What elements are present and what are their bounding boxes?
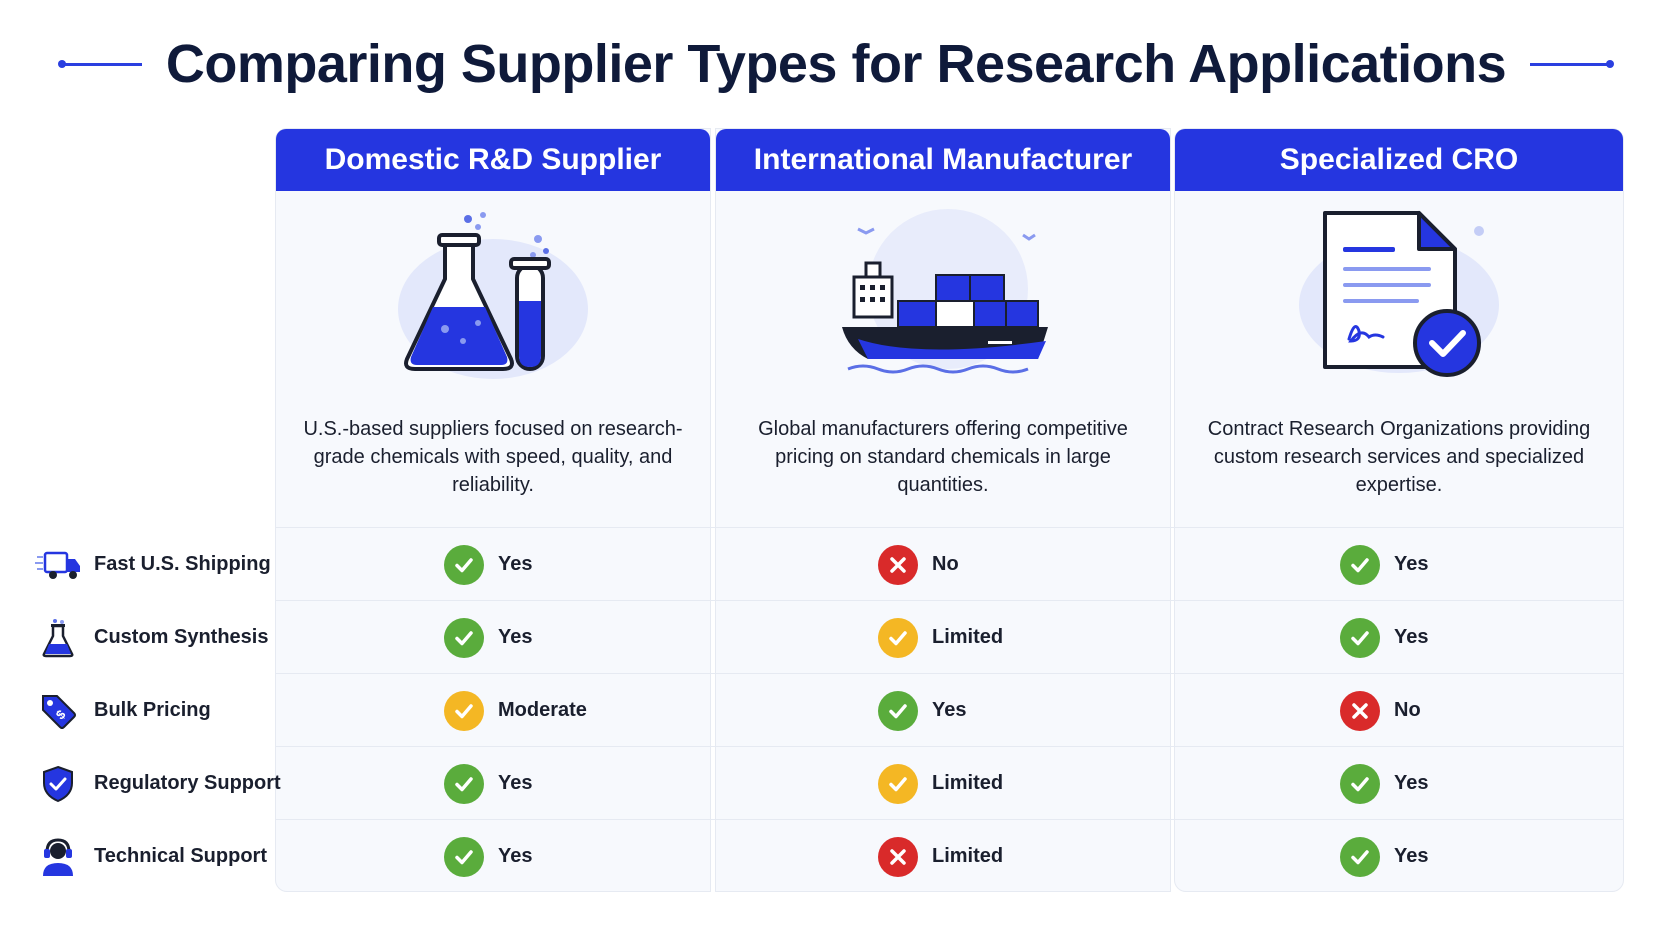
status-text: Yes: [1394, 772, 1429, 794]
feature-label: Fast U.S. Shipping: [94, 553, 271, 575]
row-divider: [275, 527, 1624, 528]
status-text: Yes: [932, 699, 967, 721]
status-cell: Yes: [444, 820, 532, 893]
signed-document-icon: [1299, 211, 1499, 377]
column-description: Global manufacturers offering competitiv…: [758, 418, 1128, 496]
status-badge: [444, 544, 484, 585]
status-text: Yes: [1394, 553, 1429, 575]
check-icon: [1351, 776, 1369, 791]
row-divider: [275, 600, 1624, 601]
shield-check-icon: [34, 764, 82, 804]
status-badge: [878, 544, 918, 585]
page-title: Comparing Supplier Types for Research Ap…: [165, 34, 1507, 94]
status-cell: Yes: [444, 528, 532, 601]
status-badge: [444, 763, 484, 804]
status-text: Yes: [498, 845, 533, 867]
check-icon: [455, 703, 473, 718]
status-badge: [1340, 836, 1380, 877]
status-cell: Moderate: [444, 674, 587, 747]
feature-label: Bulk Pricing: [94, 699, 211, 721]
column-header: International Manufacturer: [716, 129, 1170, 191]
status-cell: Yes: [1340, 747, 1428, 820]
column-cro: Specialized CRO Contract Research Organi…: [1174, 128, 1624, 892]
feature-bulk-pricing: $ Bulk Pricing: [34, 674, 211, 747]
status-cell: No: [1340, 674, 1421, 747]
price-tag-icon: $: [34, 691, 82, 731]
status-cell: Limited: [878, 601, 1003, 674]
check-icon: [889, 703, 907, 718]
column-header: Domestic R&D Supplier: [276, 129, 710, 191]
status-cell: Limited: [878, 747, 1003, 820]
status-text: No: [1394, 699, 1421, 721]
feature-fast-shipping: Fast U.S. Shipping: [34, 528, 271, 601]
status-badge: [878, 836, 918, 877]
check-icon: [455, 630, 473, 645]
status-badge: [878, 690, 918, 731]
status-badge: [444, 690, 484, 731]
headset-agent-icon: [34, 837, 82, 877]
row-divider: [275, 673, 1624, 674]
check-icon: [455, 776, 473, 791]
illustration: [716, 209, 1170, 519]
status-text: Yes: [498, 772, 533, 794]
illustration: [276, 209, 710, 519]
status-cell: Yes: [1340, 601, 1428, 674]
status-text: Limited: [932, 845, 1004, 867]
check-icon: [889, 776, 907, 791]
title-row: Comparing Supplier Types for Research Ap…: [0, 24, 1672, 104]
feature-label: Regulatory Support: [94, 772, 281, 794]
feature-custom-synthesis: Custom Synthesis: [34, 601, 268, 674]
feature-label: Technical Support: [94, 845, 267, 867]
feature-regulatory-support: Regulatory Support: [34, 747, 281, 820]
status-text: Limited: [932, 626, 1004, 648]
cross-icon: [890, 556, 906, 573]
cross-icon: [1352, 702, 1368, 719]
column-header: Specialized CRO: [1175, 129, 1623, 191]
check-icon: [1351, 630, 1369, 645]
status-text: Yes: [498, 626, 533, 648]
column-international: International Manufacturer Global m: [715, 128, 1171, 892]
status-cell: No: [878, 528, 959, 601]
title-rule-left: [57, 60, 142, 68]
status-cell: Yes: [878, 674, 966, 747]
check-icon: [1351, 849, 1369, 864]
column-description: U.S.-based suppliers focused on research…: [303, 418, 683, 496]
delivery-truck-icon: [34, 545, 82, 585]
status-badge: [878, 617, 918, 658]
status-badge: [1340, 763, 1380, 804]
row-divider: [275, 819, 1624, 820]
check-icon: [455, 849, 473, 864]
row-divider: [275, 746, 1624, 747]
status-cell: Limited: [878, 820, 1003, 893]
status-cell: Yes: [444, 601, 532, 674]
status-text: Yes: [1394, 845, 1429, 867]
status-badge: [878, 763, 918, 804]
status-badge: [444, 836, 484, 877]
column-description: Contract Research Organizations providin…: [1207, 418, 1591, 496]
status-text: No: [932, 553, 959, 575]
status-badge: [444, 617, 484, 658]
status-text: Moderate: [498, 699, 587, 721]
title-rule-right: [1530, 60, 1615, 68]
status-badge: [1340, 617, 1380, 658]
status-text: Yes: [498, 553, 533, 575]
status-badge: [1340, 544, 1380, 585]
status-cell: Yes: [1340, 528, 1428, 601]
status-text: Yes: [1394, 626, 1429, 648]
column-domestic: Domestic R&D Supplier U.S.-based supplie…: [275, 128, 711, 892]
cargo-ship-icon: [842, 209, 1048, 374]
cross-icon: [890, 848, 906, 865]
check-icon: [1351, 557, 1369, 572]
flask-icon: [34, 618, 82, 658]
status-badge: [1340, 690, 1380, 731]
lab-flask-icon: [398, 212, 588, 379]
check-icon: [889, 630, 907, 645]
feature-label: Custom Synthesis: [94, 626, 269, 648]
status-text: Limited: [932, 772, 1004, 794]
status-cell: Yes: [1340, 820, 1428, 893]
feature-technical-support: Technical Support: [34, 820, 267, 893]
check-icon: [455, 557, 473, 572]
illustration: [1175, 209, 1623, 519]
status-cell: Yes: [444, 747, 532, 820]
